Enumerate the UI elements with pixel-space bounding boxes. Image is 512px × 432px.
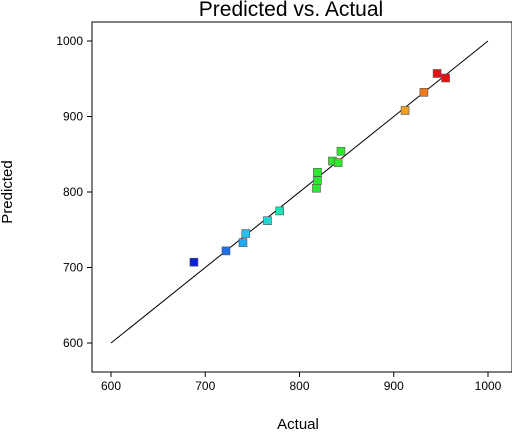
- reference-line: [110, 40, 489, 344]
- x-tick-label: 800: [289, 379, 309, 393]
- x-axis: 600 700 800 900 1000: [101, 372, 502, 393]
- y-tick-label: 800: [63, 185, 83, 199]
- y-axis-label: Predicted: [0, 160, 16, 223]
- y-tick-label: 600: [63, 336, 83, 350]
- data-point: [313, 176, 322, 185]
- y-tick-label: 900: [63, 110, 83, 124]
- data-point: [313, 168, 322, 177]
- x-axis-label: Actual: [277, 416, 319, 432]
- data-point: [241, 229, 251, 238]
- data-point: [432, 69, 442, 78]
- data-point: [419, 88, 429, 97]
- x-tick-label: 1000: [475, 379, 502, 393]
- data-point: [275, 206, 285, 216]
- chart-title: Predicted vs. Actual: [199, 0, 383, 21]
- y-tick-label: 1000: [56, 34, 83, 48]
- data-point: [400, 106, 410, 115]
- data-point: [263, 216, 272, 225]
- data-point: [336, 146, 346, 156]
- data-point: [441, 73, 450, 83]
- data-point: [312, 183, 321, 193]
- data-point: [221, 246, 231, 256]
- plot-area: [91, 21, 512, 373]
- data-point: [238, 238, 248, 247]
- data-points: [189, 69, 450, 267]
- data-point: [333, 158, 343, 167]
- x-tick-label: 600: [101, 379, 121, 393]
- y-tick-label: 700: [63, 261, 83, 275]
- x-tick-label: 700: [195, 379, 215, 393]
- y-axis: 600 700 800 900 1000: [56, 34, 92, 350]
- data-point: [189, 257, 199, 267]
- x-tick-label: 900: [384, 379, 404, 393]
